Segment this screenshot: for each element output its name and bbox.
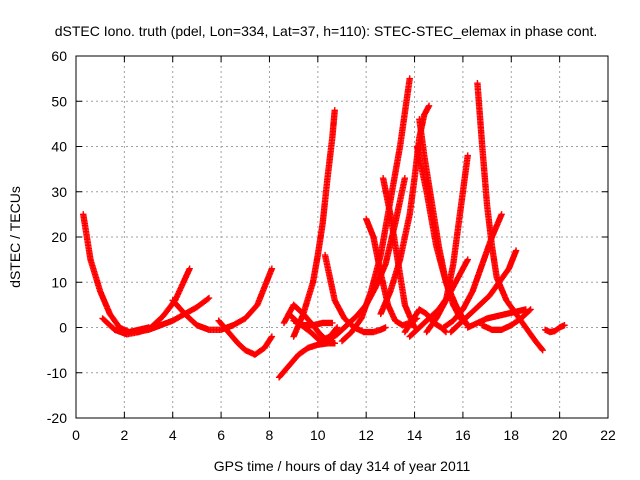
x-tick-labels: 0 2 4 6 8 10 12 14 16 18 20 22	[72, 427, 616, 443]
y-tick-label: -20	[47, 410, 67, 426]
series-track	[541, 322, 568, 336]
axis-ticks	[75, 55, 609, 419]
series-25	[474, 79, 546, 354]
chart-title: dSTEC Iono. truth (pdel, Lon=334, Lat=37…	[55, 23, 598, 39]
y-tick-label: 40	[51, 139, 67, 155]
series-track	[290, 107, 338, 340]
series-track	[99, 265, 193, 338]
y-tick-label: -10	[47, 365, 67, 381]
series-track	[275, 340, 338, 381]
series-21	[423, 152, 471, 336]
series-track	[80, 211, 152, 336]
x-tick-label: 18	[503, 427, 519, 443]
y-tick-label: 0	[59, 320, 67, 336]
x-tick-label: 10	[310, 427, 326, 443]
y-axis-label: dSTEC / TECUs	[7, 186, 23, 288]
x-tick-label: 16	[455, 427, 471, 443]
x-tick-label: 14	[407, 427, 423, 443]
series-5	[215, 317, 276, 358]
x-tick-label: 12	[358, 427, 374, 443]
x-tick-label: 8	[266, 427, 274, 443]
series-27	[541, 322, 568, 336]
x-tick-label: 6	[217, 427, 225, 443]
x-tick-label: 20	[552, 427, 568, 443]
y-tick-label: 60	[51, 48, 67, 64]
series-track	[215, 317, 276, 358]
series-1	[80, 211, 152, 336]
y-tick-label: 10	[51, 274, 67, 290]
grid	[76, 56, 608, 418]
x-tick-label: 2	[120, 427, 128, 443]
y-tick-label: 20	[51, 229, 67, 245]
x-tick-label: 22	[600, 427, 616, 443]
series-2	[99, 265, 193, 338]
x-axis-label: GPS time / hours of day 314 of year 2011	[214, 458, 471, 474]
series-6	[275, 340, 338, 381]
x-tick-label: 0	[72, 427, 80, 443]
series-14	[362, 215, 421, 329]
y-tick-labels: -20 -10 0 10 20 30 40 50 60	[47, 48, 67, 426]
y-tick-label: 50	[51, 93, 67, 109]
data-marks	[80, 75, 568, 381]
series-26	[479, 306, 534, 333]
series-10	[290, 107, 338, 340]
y-tick-label: 30	[51, 184, 67, 200]
x-tick-label: 4	[169, 427, 177, 443]
